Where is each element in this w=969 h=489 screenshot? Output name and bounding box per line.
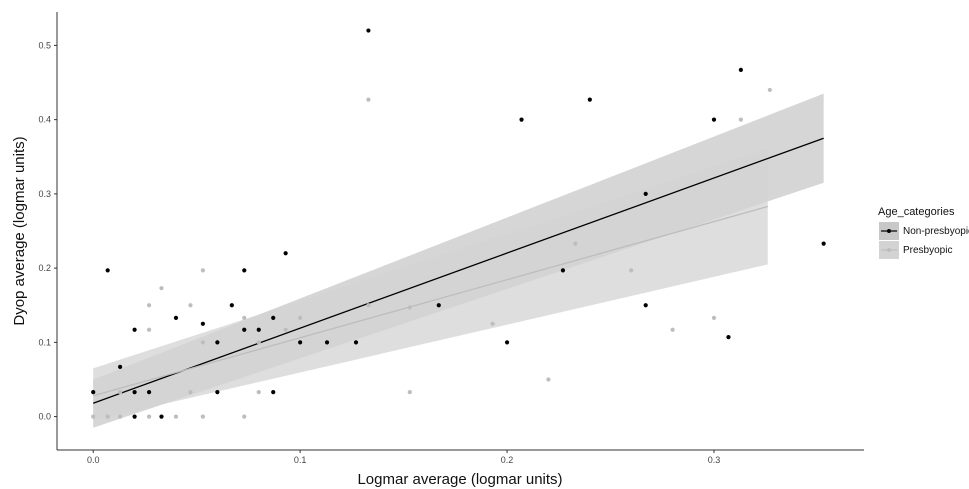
data-points (91, 28, 826, 419)
legend-label-non-presbyopic: Non-presbyopic (903, 226, 969, 237)
point-presbyopic (118, 414, 123, 419)
point-non-presbyopic (436, 303, 441, 308)
point-presbyopic (146, 327, 152, 332)
point-presbyopic (407, 389, 412, 395)
point-presbyopic (546, 377, 551, 382)
x-axis-ticks: 0.0 0.1 0.2 0.3 (87, 450, 720, 465)
confidence-bands (93, 93, 824, 428)
point-presbyopic (146, 414, 152, 419)
fit-lines (92, 137, 824, 404)
point-presbyopic (91, 414, 96, 419)
x-tick-label: 0.0 (87, 455, 100, 465)
x-axis-title: Logmar average (logmar units) (357, 471, 562, 488)
point-presbyopic (490, 321, 495, 326)
legend: Age_categories Non-presbyopic Presbyopic (878, 206, 969, 259)
legend-key-point-non-presbyopic (887, 229, 891, 233)
point-non-presbyopic (366, 28, 371, 33)
point-presbyopic (173, 414, 179, 419)
fit-line-non-presbyopic (92, 137, 824, 404)
point-non-presbyopic (215, 389, 220, 395)
point-non-presbyopic (324, 340, 330, 345)
point-presbyopic (200, 340, 205, 345)
point-non-presbyopic (271, 389, 276, 395)
point-non-presbyopic (132, 414, 137, 419)
point-non-presbyopic (560, 268, 566, 273)
point-presbyopic (573, 241, 578, 246)
legend-label-presbyopic: Presbyopic (903, 245, 952, 256)
point-presbyopic (105, 414, 110, 419)
x-tick-label: 0.2 (501, 455, 514, 465)
y-tick-label: 0.2 (38, 263, 51, 273)
point-presbyopic (242, 315, 247, 320)
point-presbyopic (159, 286, 164, 291)
y-axis-ticks: 0.0 0.1 0.2 0.3 0.4 0.5 (38, 40, 57, 422)
point-non-presbyopic (643, 303, 648, 308)
point-non-presbyopic (821, 241, 826, 246)
point-non-presbyopic (105, 268, 110, 273)
point-non-presbyopic (504, 340, 510, 345)
point-non-presbyopic (726, 335, 731, 340)
point-non-presbyopic (91, 389, 96, 395)
legend-title: Age_categories (878, 206, 955, 218)
y-tick-label: 0.4 (38, 115, 51, 125)
point-non-presbyopic (242, 268, 247, 273)
point-presbyopic (629, 268, 634, 273)
point-presbyopic (767, 87, 772, 93)
point-non-presbyopic (643, 191, 648, 196)
legend-key-point-presbyopic (887, 248, 891, 252)
point-presbyopic (256, 340, 261, 345)
y-tick-label: 0.0 (38, 412, 51, 422)
point-non-presbyopic (200, 321, 205, 326)
y-tick-label: 0.3 (38, 189, 51, 199)
point-presbyopic (366, 97, 371, 102)
point-presbyopic (738, 117, 743, 122)
point-non-presbyopic (146, 389, 152, 395)
point-presbyopic (146, 303, 152, 308)
point-non-presbyopic (229, 303, 234, 308)
point-non-presbyopic (132, 389, 137, 395)
point-presbyopic (188, 303, 193, 308)
point-non-presbyopic (215, 340, 220, 345)
point-presbyopic (200, 414, 205, 419)
y-tick-label: 0.5 (38, 40, 51, 50)
point-presbyopic (711, 315, 717, 320)
point-presbyopic (670, 327, 675, 332)
point-non-presbyopic (587, 97, 592, 102)
point-non-presbyopic (118, 364, 123, 369)
point-non-presbyopic (711, 117, 717, 122)
point-non-presbyopic (271, 315, 276, 320)
point-non-presbyopic (738, 67, 743, 73)
point-non-presbyopic (132, 327, 137, 332)
point-non-presbyopic (173, 315, 179, 320)
point-presbyopic (118, 389, 123, 395)
point-non-presbyopic (519, 117, 524, 122)
point-non-presbyopic (242, 327, 247, 332)
point-presbyopic (366, 303, 371, 308)
y-tick-label: 0.1 (38, 337, 51, 347)
point-presbyopic (242, 414, 247, 419)
point-non-presbyopic (283, 251, 288, 256)
point-presbyopic (188, 389, 193, 395)
point-presbyopic (407, 305, 412, 310)
ci-band-presbyopic (93, 149, 768, 421)
point-presbyopic (200, 268, 205, 273)
point-presbyopic (298, 315, 303, 320)
fit-line-presbyopic (93, 205, 768, 397)
point-non-presbyopic (353, 340, 359, 345)
point-non-presbyopic (298, 340, 303, 345)
x-tick-label: 0.3 (708, 455, 721, 465)
point-presbyopic (256, 389, 261, 395)
point-non-presbyopic (256, 327, 261, 332)
x-tick-label: 0.1 (294, 455, 307, 465)
point-non-presbyopic (159, 414, 164, 419)
point-presbyopic (283, 327, 288, 332)
y-axis-title: Dyop average (logmar units) (11, 136, 28, 325)
